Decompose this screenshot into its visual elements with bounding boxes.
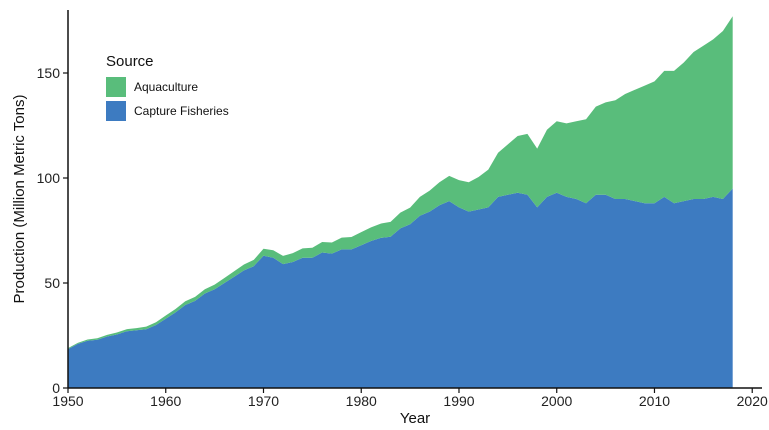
x-tick-label: 1950 (52, 393, 83, 409)
y-axis-ticks: 0 50 100 150 (37, 65, 68, 396)
x-tick-label: 1970 (248, 393, 279, 409)
x-tick-label: 1990 (443, 393, 474, 409)
x-tick-label: 1960 (150, 393, 181, 409)
y-tick-label: 50 (44, 275, 60, 291)
x-tick-label: 2020 (737, 393, 768, 409)
plot-areas (68, 16, 733, 388)
legend-swatch (106, 101, 126, 121)
area-series-capture-fisheries (68, 188, 733, 388)
x-axis-title: Year (400, 410, 430, 427)
y-tick-label: 150 (37, 65, 61, 81)
y-tick-label: 0 (52, 380, 60, 396)
legend-swatch (106, 77, 126, 97)
y-axis-title: Production (Million Metric Tons) (11, 95, 28, 304)
legend-label: Aquaculture (134, 80, 198, 94)
x-tick-label: 2000 (541, 393, 572, 409)
legend: Source Aquaculture Capture Fisheries (106, 53, 229, 121)
y-tick-label: 100 (37, 170, 61, 186)
x-tick-label: 1980 (346, 393, 377, 409)
legend-title: Source (106, 53, 154, 70)
legend-items: Aquaculture Capture Fisheries (106, 77, 229, 121)
area-series-aquaculture (68, 16, 733, 350)
legend-label: Capture Fisheries (134, 104, 229, 118)
x-axis-ticks: 1950 1960 1970 1980 1990 2000 2010 2020 (52, 388, 768, 409)
x-tick-label: 2010 (639, 393, 670, 409)
